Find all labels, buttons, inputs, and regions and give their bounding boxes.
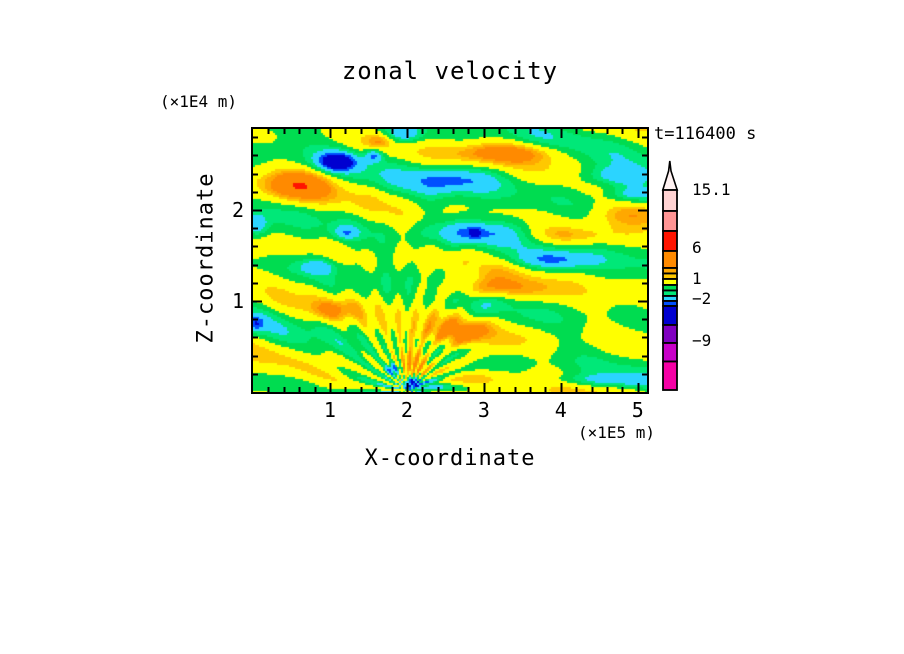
y-axis-unit-label: (×1E4 m) <box>160 92 238 111</box>
x-tick-label: 5 <box>631 398 644 422</box>
colorbar-level-label: 6 <box>692 238 702 257</box>
x-tick-label: 2 <box>400 398 413 422</box>
y-tick-label: 1 <box>231 288 244 313</box>
y-tick-label: 2 <box>231 197 244 222</box>
colorbar-level-label: 1 <box>692 269 702 288</box>
colorbar-level-label: 15.1 <box>692 180 731 199</box>
x-axis-unit-label: (×1E5 m) <box>577 423 655 442</box>
x-axis-title: X-coordinate <box>364 446 536 471</box>
colorbar-segment <box>662 250 678 269</box>
colorbar-segment <box>662 210 678 232</box>
chart-title: zonal velocity <box>341 57 559 85</box>
colorbar <box>661 160 679 391</box>
x-tick-label: 4 <box>554 398 567 422</box>
colorbar-segment <box>662 305 678 326</box>
colorbar-segment <box>662 360 678 391</box>
time-label: t=116400 s <box>654 124 757 144</box>
colorbar-level-label: −2 <box>692 289 712 308</box>
x-tick-label: 1 <box>323 398 336 422</box>
x-tick-label: 3 <box>477 398 490 422</box>
y-axis-title: Z-coordinate <box>193 172 219 344</box>
axis-ticks <box>253 129 647 392</box>
plot-area <box>251 127 649 394</box>
contour-field-canvas <box>253 129 647 392</box>
colorbar-segment <box>662 342 678 363</box>
colorbar-level-label: −9 <box>692 331 712 350</box>
colorbar-segment <box>662 230 678 252</box>
colorbar-segment <box>662 189 678 212</box>
colorbar-segment <box>662 324 678 344</box>
